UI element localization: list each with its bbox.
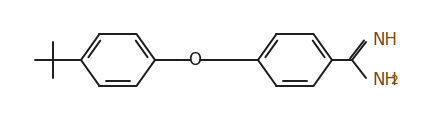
Text: NH: NH — [372, 71, 397, 89]
Text: O: O — [189, 51, 201, 69]
Text: 2: 2 — [390, 73, 398, 87]
Text: NH: NH — [372, 31, 397, 49]
